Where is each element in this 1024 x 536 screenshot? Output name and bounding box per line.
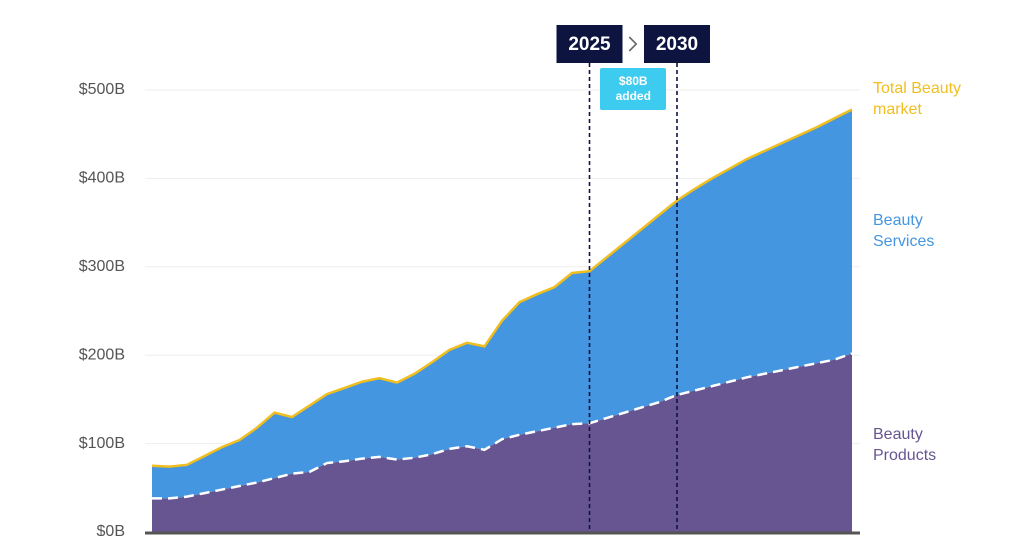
y-tick-label: $400B <box>79 170 125 187</box>
year-box <box>556 25 623 63</box>
y-tick-label: $300B <box>79 258 125 275</box>
area <box>152 353 852 532</box>
y-tick-label: $100B <box>79 435 125 452</box>
products-line <box>152 352 853 500</box>
year-box <box>644 25 710 63</box>
legend-products: Beauty Products <box>873 426 937 464</box>
y-tick-label: $200B <box>79 346 125 363</box>
year-label: 2030 <box>656 34 698 55</box>
total-line <box>151 108 853 468</box>
year-label: 2025 <box>568 34 611 55</box>
y-tick-label: $0B <box>97 523 125 536</box>
legend-services: Beauty Services <box>873 212 935 250</box>
chevron <box>628 36 638 52</box>
y-tick-label: $500B <box>79 81 125 98</box>
legend-total: Total Beauty market <box>873 80 962 118</box>
annotation: $80B added <box>600 68 667 110</box>
